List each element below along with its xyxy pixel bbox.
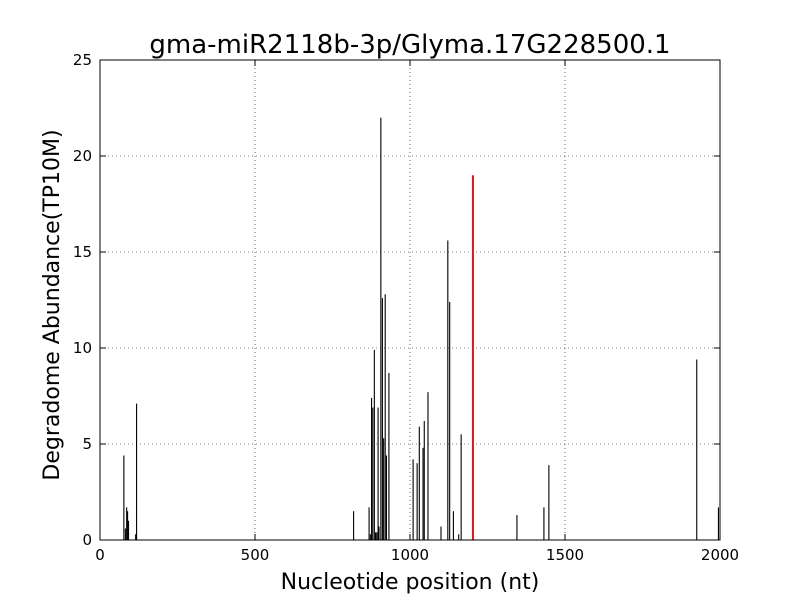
x-tick-label: 2000 [701, 546, 739, 564]
x-tick-label: 500 [241, 546, 270, 564]
gridlines [100, 60, 720, 540]
x-axis-label: Nucleotide position (nt) [281, 570, 540, 595]
y-tick-label: 0 [82, 531, 92, 549]
x-tick-label: 0 [95, 546, 105, 564]
y-axis-label: Degradome Abundance(TP10M) [40, 129, 65, 480]
chart-title: gma-miR2118b-3p/Glyma.17G228500.1 [149, 30, 670, 60]
x-axis-ticks: 0 500 1000 1500 2000 [95, 60, 739, 564]
x-tick-label: 1000 [391, 546, 429, 564]
y-axis-ticks: 0 5 10 15 20 25 [73, 51, 720, 549]
x-tick-label: 1500 [546, 546, 584, 564]
y-tick-label: 15 [73, 243, 92, 261]
y-tick-label: 10 [73, 339, 92, 357]
y-tick-label: 20 [73, 147, 92, 165]
y-tick-label: 25 [73, 51, 92, 69]
data-bars [123, 117, 720, 540]
y-tick-label: 5 [82, 435, 92, 453]
